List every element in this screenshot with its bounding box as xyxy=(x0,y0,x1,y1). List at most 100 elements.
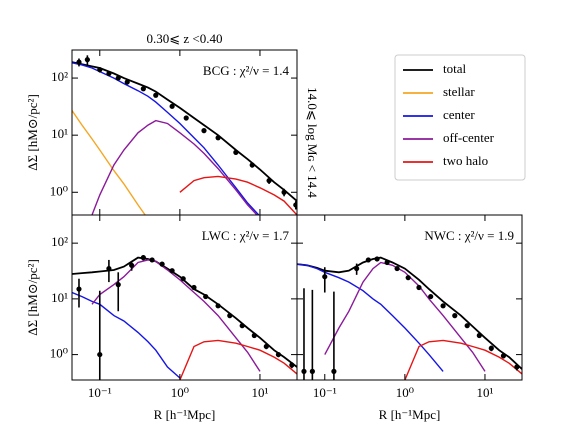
data-point xyxy=(124,79,130,85)
series-line xyxy=(72,291,181,379)
plot-area xyxy=(72,255,297,380)
legend-label: two halo xyxy=(443,153,488,168)
data-point xyxy=(464,323,470,329)
legend-label: stellar xyxy=(443,84,475,99)
data-point xyxy=(215,135,221,141)
annotation: 14.0⩽ log Mɢ < 14.4 xyxy=(305,87,320,198)
data-point xyxy=(440,303,446,309)
data-point xyxy=(115,75,121,81)
data-point xyxy=(153,92,159,98)
x-tick-label: 10¹ xyxy=(477,385,494,400)
legend-label: total xyxy=(443,61,466,76)
data-point xyxy=(201,128,207,134)
data-point xyxy=(84,57,90,63)
data-point xyxy=(239,323,245,329)
data-point xyxy=(180,276,186,282)
data-point xyxy=(394,265,400,272)
plot-area xyxy=(72,55,297,215)
y-axis-label: ΔΣ [hM⊙/pc²] xyxy=(25,259,40,336)
data-point xyxy=(76,286,82,292)
legend-label: center xyxy=(443,107,475,122)
data-point xyxy=(488,345,494,351)
data-point xyxy=(275,351,282,358)
data-point xyxy=(374,256,380,262)
data-point xyxy=(514,364,520,370)
series-line xyxy=(324,261,486,372)
series-line xyxy=(404,339,522,380)
x-tick-label: 10⁰ xyxy=(171,385,189,400)
data-point xyxy=(452,313,458,319)
data-point xyxy=(281,189,287,195)
data-point xyxy=(331,368,337,374)
series-line xyxy=(91,259,261,372)
series-line xyxy=(91,119,258,215)
data-point xyxy=(416,284,422,291)
data-point xyxy=(169,103,175,109)
data-point xyxy=(215,303,221,309)
data-point xyxy=(140,255,146,261)
legend-label: off-center xyxy=(443,130,495,145)
panel-frame xyxy=(296,214,523,381)
y-tick-label: 10⁰ xyxy=(50,346,68,361)
data-point xyxy=(428,293,434,300)
data-point xyxy=(322,274,328,280)
data-point xyxy=(129,262,135,268)
x-axis-label: R [h⁻¹Mpc] xyxy=(379,407,441,422)
data-point xyxy=(97,351,103,358)
data-point xyxy=(289,362,295,368)
x-tick-label: 10¹ xyxy=(252,385,269,400)
panel-label: LWC : χ²/ν = 1.7 xyxy=(202,228,290,243)
y-tick-label: 10¹ xyxy=(51,126,68,141)
y-tick-label: 10² xyxy=(51,69,68,84)
y-tick-label: 10¹ xyxy=(51,290,68,305)
data-point xyxy=(76,59,82,65)
data-point xyxy=(106,265,112,272)
x-tick-label: 10⁻¹ xyxy=(313,385,337,400)
data-point xyxy=(233,149,239,155)
series-line xyxy=(72,61,297,202)
data-point xyxy=(500,353,507,359)
series-line xyxy=(297,263,444,372)
series-line xyxy=(297,256,522,370)
x-tick-label: 10⁻¹ xyxy=(88,385,112,400)
panel-label: BCG : χ²/ν = 1.4 xyxy=(203,63,290,78)
data-point xyxy=(266,178,272,184)
data-point xyxy=(301,368,307,374)
y-tick-label: 10⁰ xyxy=(50,183,68,198)
legend-frame xyxy=(394,54,526,181)
series-line xyxy=(72,110,147,215)
y-tick-label: 10² xyxy=(51,234,68,249)
y-axis-label: ΔΣ [hM⊙/pc²] xyxy=(25,94,40,171)
series-line xyxy=(72,256,297,368)
data-point xyxy=(263,343,269,350)
data-point xyxy=(183,115,189,121)
data-point xyxy=(309,368,315,374)
data-point xyxy=(149,257,155,263)
data-point xyxy=(227,313,233,319)
data-point xyxy=(384,259,390,266)
data-point xyxy=(251,332,257,339)
panel-label: NWC : χ²/ν = 1.9 xyxy=(424,228,514,243)
data-point xyxy=(203,293,209,300)
data-point xyxy=(169,268,175,274)
data-point xyxy=(106,70,112,77)
series-line xyxy=(179,339,297,380)
series-line xyxy=(72,62,260,215)
x-axis-label: R [h⁻¹Mpc] xyxy=(154,407,216,422)
data-point xyxy=(115,282,121,288)
data-point xyxy=(140,86,146,92)
data-point xyxy=(405,275,411,281)
data-point xyxy=(293,202,297,208)
series-line xyxy=(179,175,297,215)
data-point xyxy=(249,162,255,168)
plot-area xyxy=(297,256,522,380)
data-point xyxy=(354,265,360,272)
data-point xyxy=(191,284,197,291)
data-point xyxy=(476,332,482,339)
data-point xyxy=(159,261,165,267)
data-point xyxy=(97,67,103,73)
x-tick-label: 10⁰ xyxy=(396,385,414,400)
data-point xyxy=(365,257,371,263)
chart-title: 0.30⩽ z <0.40 xyxy=(147,31,223,46)
